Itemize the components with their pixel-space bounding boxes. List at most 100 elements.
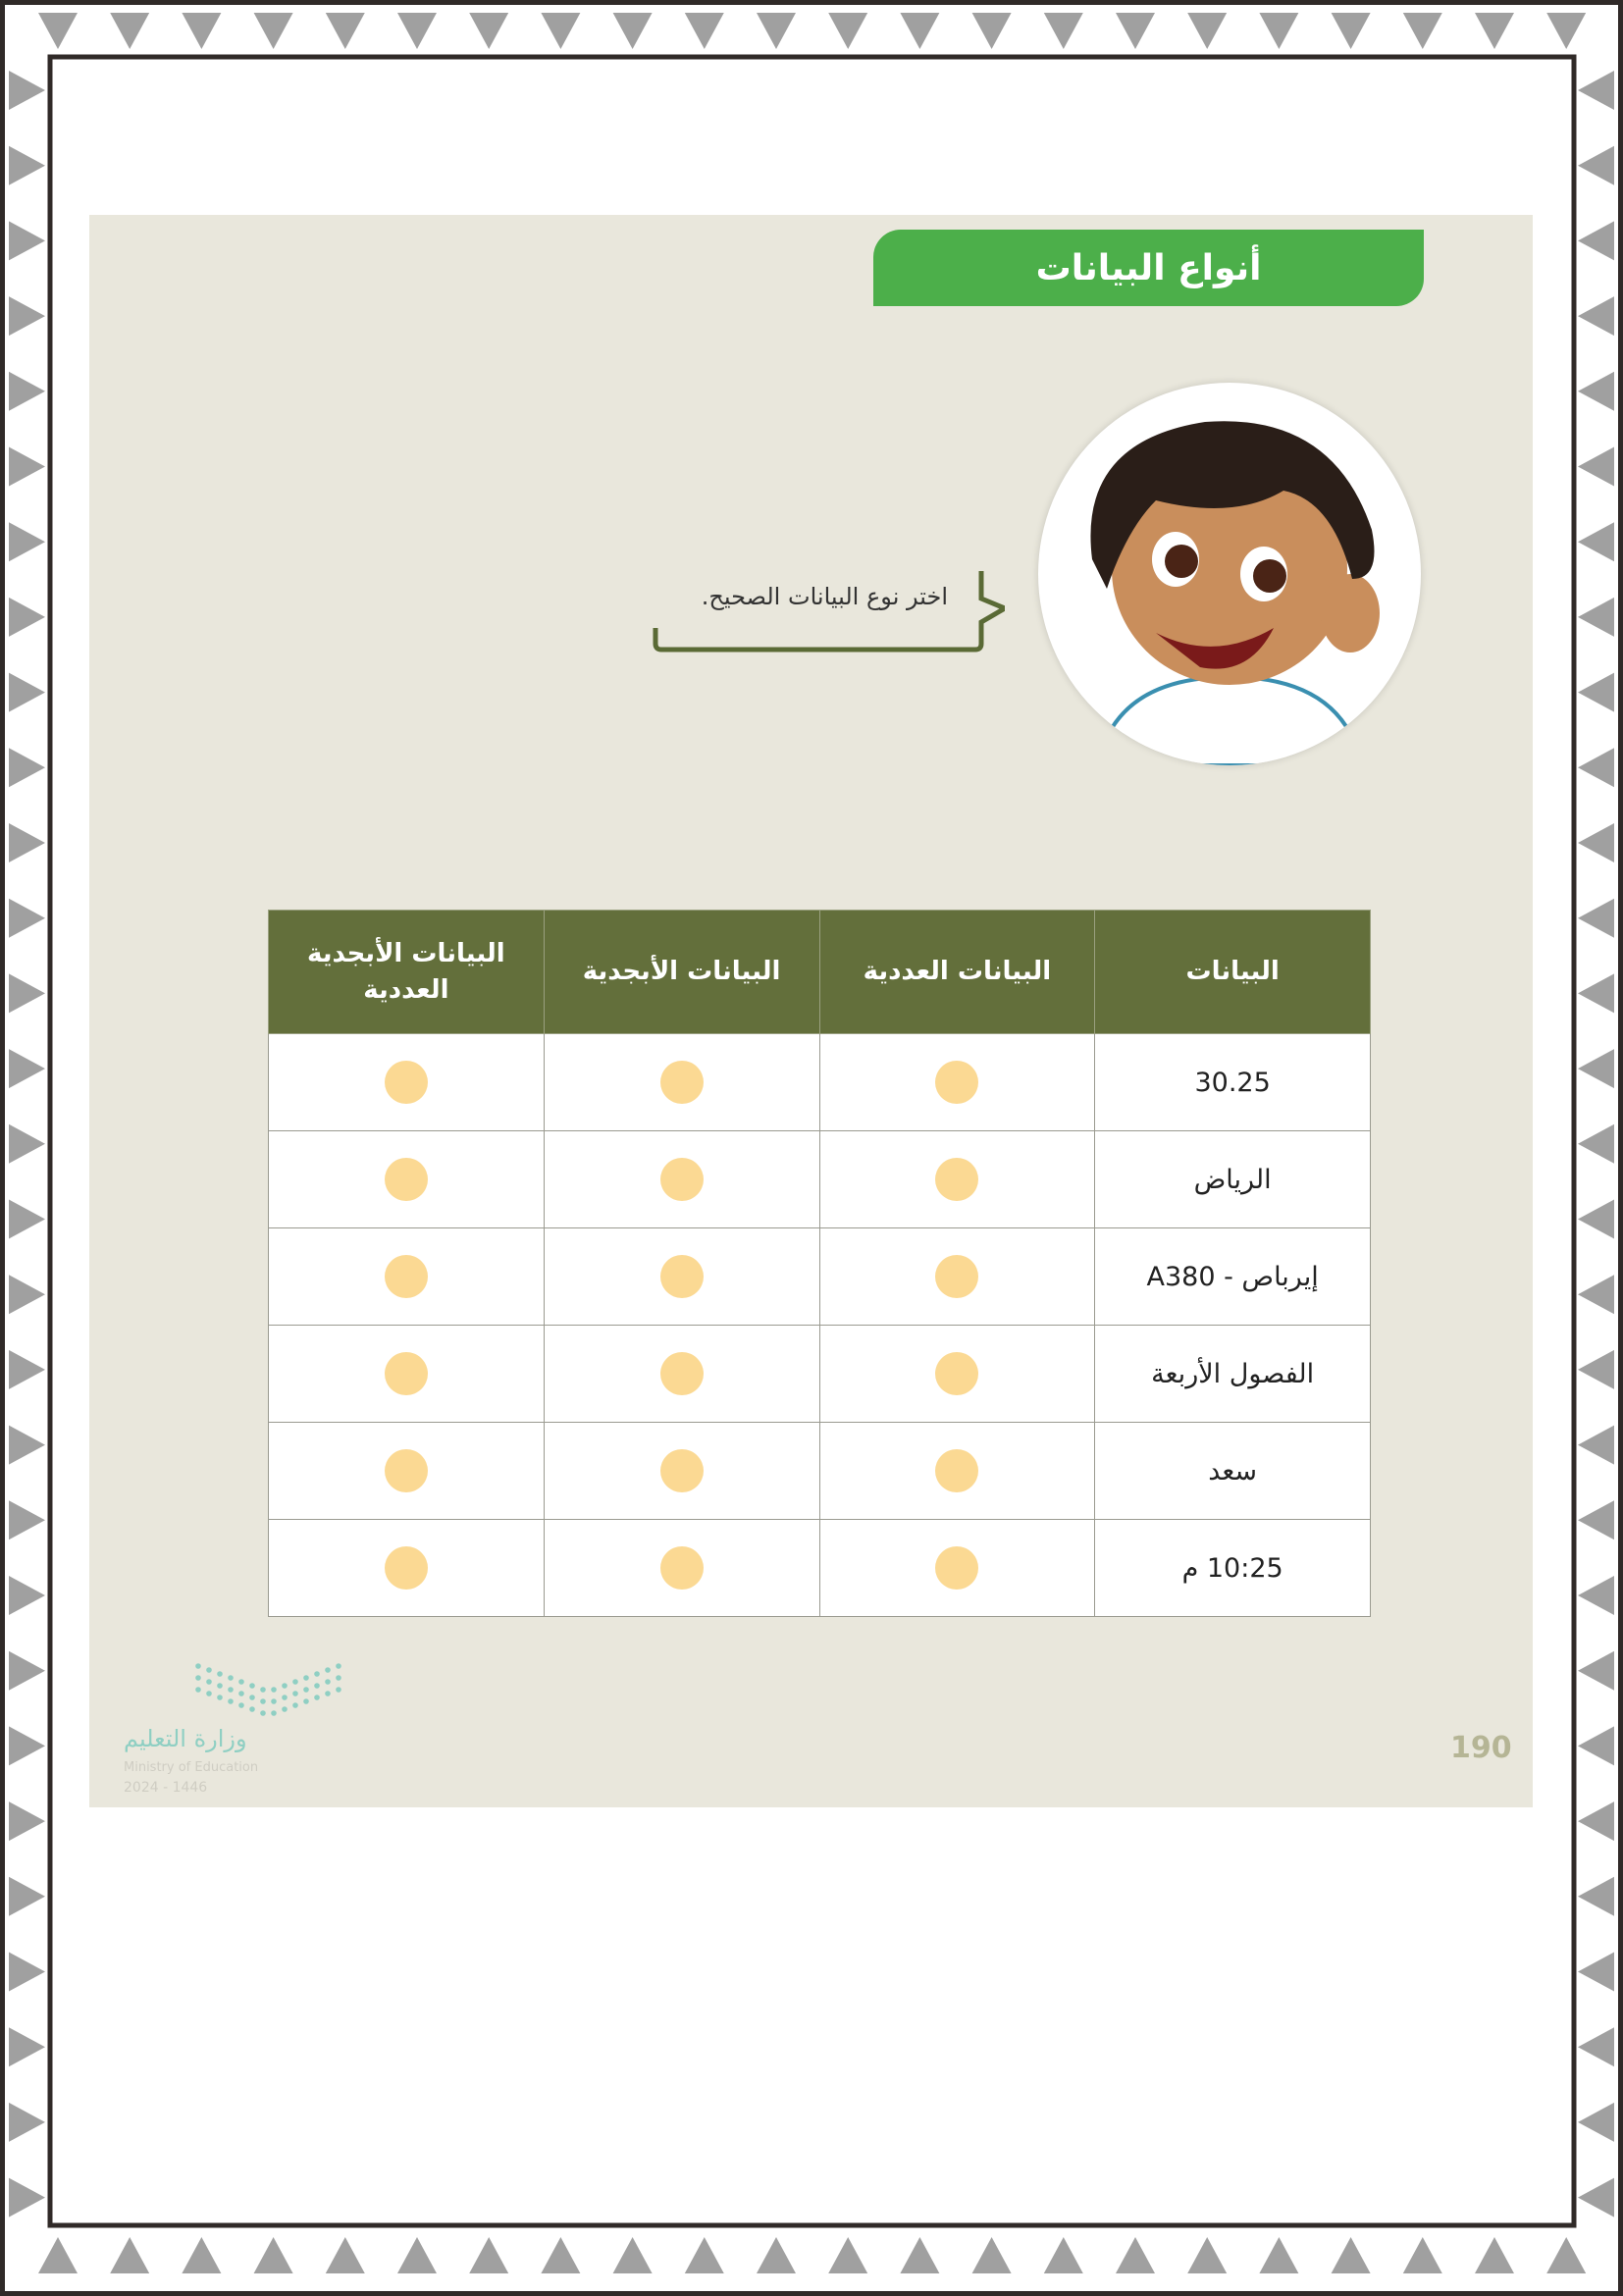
triangle-ornament xyxy=(1578,1275,1614,1315)
triangle-ornament xyxy=(9,1349,45,1389)
option-numeric-radio[interactable] xyxy=(935,1255,979,1298)
triangle-ornament xyxy=(9,1952,45,1992)
triangle-ornament xyxy=(1578,371,1614,411)
triangle-ornament xyxy=(1187,2237,1228,2273)
triangle-ornament xyxy=(1578,1650,1614,1691)
boy-avatar-image xyxy=(1038,383,1421,765)
triangle-ornament xyxy=(9,1650,45,1691)
triangle-ornament xyxy=(9,672,45,712)
triangle-ornament xyxy=(9,1801,45,1842)
triangle-ornament xyxy=(1043,13,1083,49)
table-row: إيرباص - A380 xyxy=(268,1227,1371,1326)
option-numeric-radio[interactable] xyxy=(935,1449,979,1492)
data-types-table: البيانات البيانات العددية البيانات الأبج… xyxy=(268,910,1371,1617)
option-alphanumeric-radio[interactable] xyxy=(384,1546,428,1590)
logo-arabic-text: وزارة التعليم xyxy=(124,1725,247,1752)
triangle-ornament xyxy=(541,2237,581,2273)
triangle-ornament xyxy=(1578,823,1614,862)
triangle-ornament xyxy=(1578,1500,1614,1540)
triangle-ornament xyxy=(9,2102,45,2142)
triangle-ornament xyxy=(9,1425,45,1465)
ministry-logo-icon xyxy=(195,1663,341,1716)
triangle-ornament xyxy=(9,371,45,411)
option-alphanumeric-radio[interactable] xyxy=(384,1255,428,1298)
triangle-ornament xyxy=(9,1726,45,1766)
triangle-ornament xyxy=(971,2237,1012,2273)
data-value: الفصول الأربعة xyxy=(1094,1325,1371,1423)
triangle-ornament xyxy=(1578,1049,1614,1089)
option-numeric-radio[interactable] xyxy=(935,1061,979,1104)
option-alphabetic-radio[interactable] xyxy=(659,1158,704,1201)
triangle-ornament xyxy=(9,71,45,110)
option-cell-alphabetic xyxy=(543,1033,820,1131)
triangle-ornament xyxy=(1578,522,1614,562)
triangle-ornament xyxy=(1578,296,1614,337)
option-cell-alphabetic xyxy=(543,1227,820,1326)
triangle-ornament xyxy=(612,13,653,49)
option-numeric-radio[interactable] xyxy=(935,1158,979,1201)
triangle-ornament xyxy=(110,2237,150,2273)
option-cell-numeric xyxy=(818,1519,1096,1617)
option-cell-alphanumeric xyxy=(268,1033,545,1131)
header-numeric: البيانات العددية xyxy=(818,910,1096,1034)
option-alphanumeric-radio[interactable] xyxy=(384,1061,428,1104)
table-row: 30.25 xyxy=(268,1033,1371,1131)
option-cell-numeric xyxy=(818,1422,1096,1520)
triangle-ornament xyxy=(1578,2102,1614,2142)
option-cell-alphabetic xyxy=(543,1422,820,1520)
option-alphabetic-radio[interactable] xyxy=(659,1546,704,1590)
triangle-ornament xyxy=(9,1123,45,1164)
triangle-ornament xyxy=(9,145,45,185)
triangle-ornament xyxy=(1475,13,1514,49)
triangle-ornament xyxy=(1331,2237,1371,2273)
triangle-ornament xyxy=(900,2237,940,2273)
triangle-ornament xyxy=(1578,1952,1614,1992)
triangle-ornament xyxy=(1475,2237,1514,2273)
option-alphanumeric-radio[interactable] xyxy=(384,1352,428,1395)
triangle-ornament xyxy=(1578,2027,1614,2067)
triangle-ornament xyxy=(9,1275,45,1315)
triangle-ornament xyxy=(1578,71,1614,110)
instruction-text: اختر نوع البيانات الصحيح. xyxy=(701,583,948,610)
triangle-ornament xyxy=(9,1576,45,1615)
triangle-ornament xyxy=(38,2237,78,2273)
triangle-ornament xyxy=(1546,2237,1587,2273)
triangle-ornament xyxy=(1578,145,1614,185)
table-header-row: البيانات البيانات العددية البيانات الأبج… xyxy=(268,910,1371,1034)
option-alphanumeric-radio[interactable] xyxy=(384,1449,428,1492)
option-alphabetic-radio[interactable] xyxy=(659,1352,704,1395)
triangle-ornament xyxy=(325,2237,365,2273)
option-cell-alphabetic xyxy=(543,1519,820,1617)
data-value: إيرباص - A380 xyxy=(1094,1227,1371,1326)
triangle-ornament xyxy=(9,823,45,862)
triangle-ornament xyxy=(1116,2237,1155,2273)
option-numeric-radio[interactable] xyxy=(935,1352,979,1395)
option-alphabetic-radio[interactable] xyxy=(659,1449,704,1492)
option-numeric-radio[interactable] xyxy=(935,1546,979,1590)
triangle-ornament xyxy=(1578,1726,1614,1766)
triangle-ornament xyxy=(110,13,150,49)
option-cell-numeric xyxy=(818,1227,1096,1326)
triangle-ornament xyxy=(38,13,78,49)
triangle-ornament xyxy=(1578,597,1614,637)
option-alphanumeric-radio[interactable] xyxy=(384,1158,428,1201)
triangle-ornament xyxy=(1578,1576,1614,1615)
option-cell-alphabetic xyxy=(543,1130,820,1228)
triangle-ornament xyxy=(9,446,45,487)
header-alphanumeric: البيانات الأبجدية العددية xyxy=(268,910,545,1034)
triangle-ornament xyxy=(469,13,509,49)
triangle-ornament xyxy=(1578,1349,1614,1389)
triangle-ornament xyxy=(9,898,45,938)
option-cell-alphanumeric xyxy=(268,1130,545,1228)
triangle-ornament xyxy=(612,2237,653,2273)
option-alphabetic-radio[interactable] xyxy=(659,1255,704,1298)
option-alphabetic-radio[interactable] xyxy=(659,1061,704,1104)
triangle-ornament xyxy=(1116,13,1155,49)
triangle-ornament xyxy=(684,2237,724,2273)
option-cell-alphanumeric xyxy=(268,1519,545,1617)
data-value: 10:25 م xyxy=(1094,1519,1371,1617)
triangle-ornament xyxy=(757,13,796,49)
logo-year-text: 2024 - 1446 xyxy=(124,1780,208,1796)
triangle-ornament xyxy=(253,13,293,49)
